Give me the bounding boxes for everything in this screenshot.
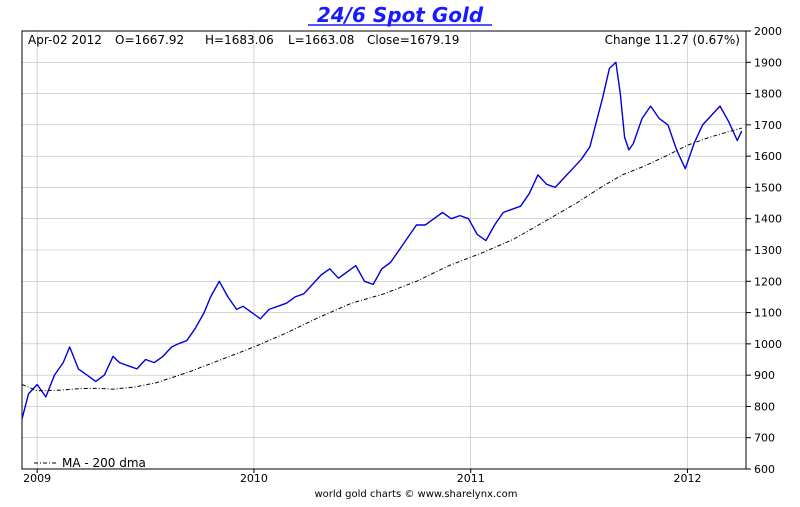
y-tick-label: 1600 bbox=[754, 150, 782, 163]
y-tick-label: 900 bbox=[754, 369, 775, 382]
x-axis-ticks: 2009 2010 2011 2012 bbox=[23, 469, 701, 485]
y-tick-label: 1400 bbox=[754, 213, 782, 226]
y-tick-label: 2000 bbox=[754, 25, 782, 38]
y-tick-label: 1700 bbox=[754, 119, 782, 132]
info-change: Change 11.27 (0.67%) bbox=[605, 33, 740, 47]
chart-title: 24/6 Spot Gold bbox=[317, 3, 484, 27]
series-layer bbox=[21, 61, 743, 420]
y-tick-label: 700 bbox=[754, 432, 775, 445]
y-tick-label: 800 bbox=[754, 400, 775, 413]
x-tick-label: 2011 bbox=[457, 472, 485, 485]
price-series-line bbox=[21, 61, 743, 420]
y-tick-label: 1100 bbox=[754, 307, 782, 320]
y-tick-label: 1300 bbox=[754, 244, 782, 257]
grid-lines bbox=[22, 31, 746, 469]
info-high: H=1683.06 bbox=[205, 33, 274, 47]
y-tick-label: 1200 bbox=[754, 275, 782, 288]
x-tick-label: 2012 bbox=[673, 472, 701, 485]
y-tick-label: 1000 bbox=[754, 338, 782, 351]
info-close: Close=1679.19 bbox=[367, 33, 459, 47]
y-tick-label: 600 bbox=[754, 463, 775, 476]
y-tick-label: 1900 bbox=[754, 56, 782, 69]
y-axis-ticks: 600 700 800 900 1000 1100 1200 1300 1400 1500 1600… bbox=[746, 25, 782, 476]
legend-ma-label: MA - 200 dma bbox=[62, 456, 146, 470]
ma-series-line bbox=[21, 127, 742, 392]
y-tick-label: 1800 bbox=[754, 88, 782, 101]
footer-credit: world gold charts © www.sharelynx.com bbox=[314, 489, 517, 500]
legend: MA - 200 dma bbox=[34, 456, 146, 470]
plot-frame bbox=[21, 30, 747, 470]
x-tick-label: 2010 bbox=[240, 472, 268, 485]
info-open: O=1667.92 bbox=[115, 33, 184, 47]
x-tick-label: 2009 bbox=[23, 472, 51, 485]
info-date: Apr-02 2012 bbox=[28, 33, 102, 47]
y-tick-label: 1500 bbox=[754, 181, 782, 194]
info-low: L=1663.08 bbox=[288, 33, 354, 47]
